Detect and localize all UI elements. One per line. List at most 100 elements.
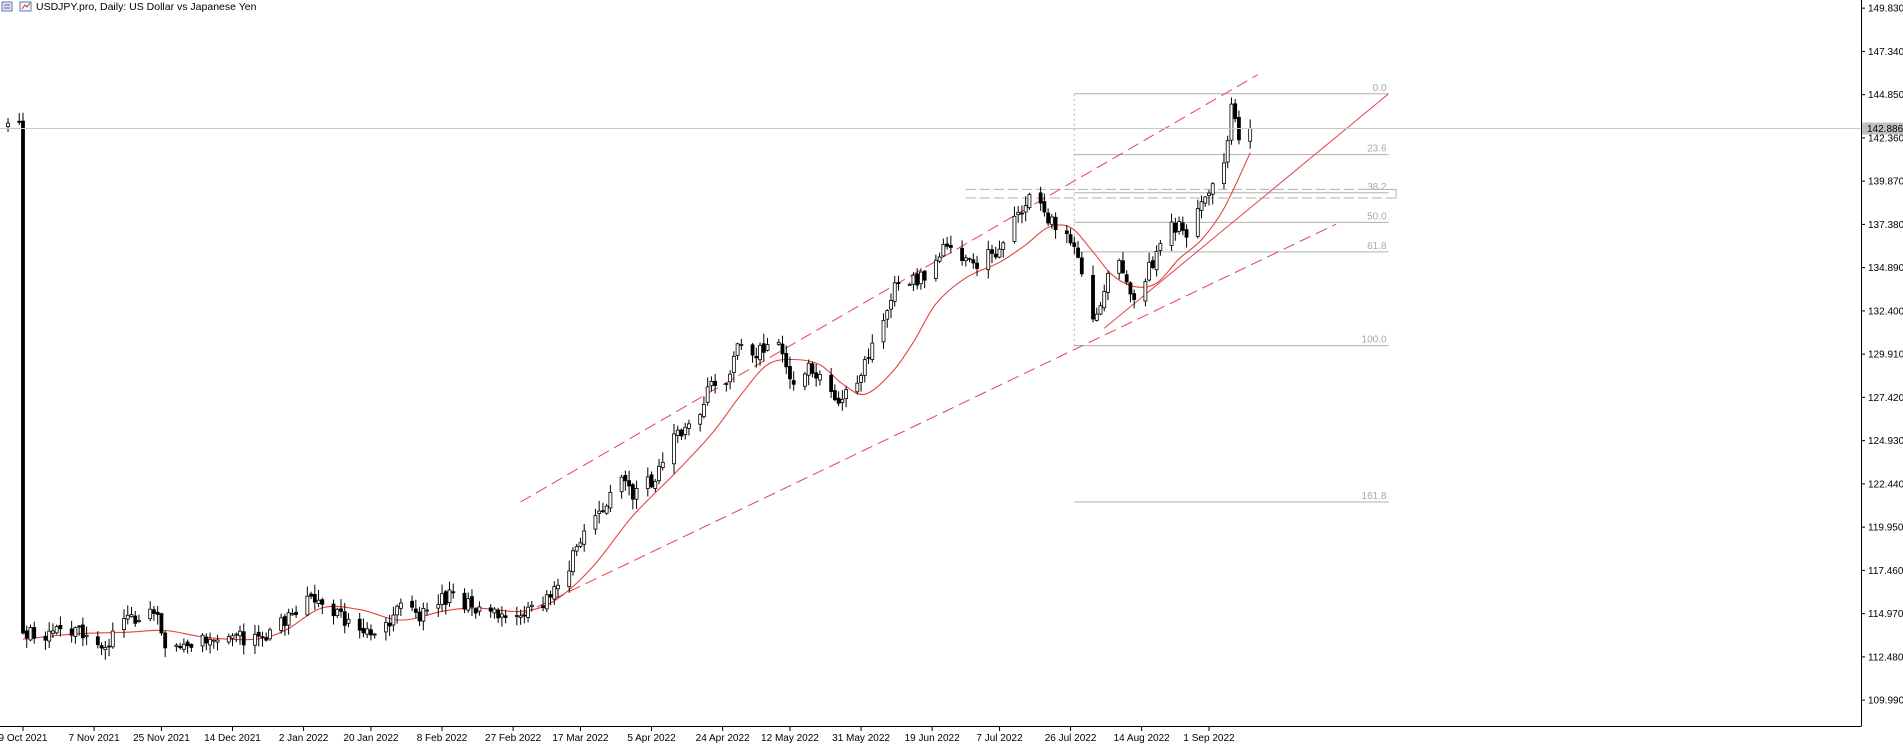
candle[interactable] — [601, 502, 605, 513]
candle[interactable] — [1177, 216, 1181, 235]
candle[interactable] — [1222, 153, 1226, 189]
candle[interactable] — [915, 268, 920, 290]
candle[interactable] — [395, 604, 400, 624]
candle[interactable] — [1173, 217, 1178, 241]
candle[interactable] — [731, 351, 736, 383]
candle[interactable] — [1143, 278, 1148, 307]
candle[interactable] — [451, 583, 456, 599]
candle[interactable] — [627, 470, 631, 496]
candle[interactable] — [990, 244, 994, 264]
candle[interactable] — [77, 624, 82, 636]
candle[interactable] — [1169, 213, 1174, 251]
candle[interactable] — [137, 614, 141, 624]
candle[interactable] — [152, 605, 156, 621]
candle[interactable] — [294, 605, 299, 618]
candle[interactable] — [993, 246, 998, 260]
candle[interactable] — [679, 428, 684, 441]
candle[interactable] — [32, 621, 37, 644]
candle[interactable] — [518, 609, 523, 625]
candle[interactable] — [997, 240, 1002, 259]
candle[interactable] — [440, 584, 444, 612]
candle[interactable] — [163, 630, 168, 658]
candle[interactable] — [309, 591, 313, 600]
candle[interactable] — [410, 595, 414, 612]
candle[interactable] — [597, 500, 602, 524]
candle[interactable] — [211, 639, 216, 649]
candle[interactable] — [975, 255, 979, 277]
candle[interactable] — [185, 639, 190, 654]
candle[interactable] — [1068, 228, 1073, 246]
candle[interactable] — [1079, 251, 1084, 277]
candle[interactable] — [1106, 270, 1110, 301]
candle[interactable] — [24, 625, 29, 648]
candle[interactable] — [574, 543, 579, 557]
candle[interactable] — [705, 377, 710, 406]
candle[interactable] — [758, 342, 762, 366]
candle[interactable] — [51, 623, 55, 638]
candle[interactable] — [1023, 196, 1028, 222]
candle[interactable] — [1132, 289, 1137, 309]
candle[interactable] — [6, 117, 10, 132]
candle[interactable] — [256, 625, 261, 647]
candle[interactable] — [312, 584, 317, 610]
candle[interactable] — [488, 604, 493, 618]
candle[interactable] — [859, 372, 863, 392]
candle[interactable] — [331, 599, 336, 625]
candle[interactable] — [346, 613, 351, 628]
candle[interactable] — [1098, 301, 1103, 316]
candle[interactable] — [241, 623, 246, 655]
candle[interactable] — [971, 253, 976, 269]
candle[interactable] — [933, 254, 938, 282]
candle[interactable] — [1012, 206, 1017, 244]
chart-type-icon[interactable] — [19, 1, 32, 12]
candle[interactable] — [17, 113, 22, 125]
candle[interactable] — [110, 622, 115, 649]
candle[interactable] — [492, 607, 497, 619]
candle[interactable] — [282, 613, 287, 636]
candle[interactable] — [260, 631, 265, 647]
candle[interactable] — [623, 470, 628, 491]
candle[interactable] — [552, 581, 557, 605]
candle[interactable] — [986, 240, 991, 279]
symbol-list-icon[interactable] — [1, 1, 13, 12]
candle[interactable] — [832, 384, 837, 402]
candle[interactable] — [948, 235, 953, 254]
candle[interactable] — [384, 617, 388, 641]
candle[interactable] — [200, 633, 205, 653]
candle[interactable] — [750, 343, 755, 363]
candle[interactable] — [578, 537, 583, 549]
candle[interactable] — [803, 372, 807, 391]
candle[interactable] — [148, 601, 153, 622]
candle[interactable] — [1203, 196, 1208, 207]
candle[interactable] — [788, 356, 792, 389]
candle[interactable] — [836, 391, 841, 407]
candle[interactable] — [810, 361, 815, 378]
candle[interactable] — [889, 293, 893, 319]
candle[interactable] — [99, 642, 104, 656]
candle[interactable] — [675, 425, 680, 444]
candle[interactable] — [1184, 224, 1189, 248]
candle[interactable] — [922, 269, 927, 289]
candle[interactable] — [447, 581, 452, 607]
candle[interactable] — [215, 634, 220, 651]
candle[interactable] — [189, 643, 194, 653]
candle[interactable] — [698, 412, 703, 432]
candle[interactable] — [230, 633, 235, 647]
candle[interactable] — [413, 599, 418, 619]
candle[interactable] — [754, 347, 759, 368]
candle[interactable] — [443, 589, 448, 615]
candle[interactable] — [862, 355, 867, 383]
candle[interactable] — [425, 602, 429, 616]
candle[interactable] — [43, 631, 48, 650]
candle[interactable] — [713, 373, 718, 394]
candle[interactable] — [630, 482, 635, 510]
candle[interactable] — [421, 602, 426, 631]
candle[interactable] — [103, 640, 108, 660]
candle[interactable] — [477, 601, 482, 616]
candle[interactable] — [238, 625, 242, 645]
candle[interactable] — [1064, 224, 1069, 244]
candle[interactable] — [967, 257, 972, 263]
candle[interactable] — [818, 370, 822, 386]
candle[interactable] — [357, 612, 362, 639]
candle[interactable] — [556, 578, 560, 598]
